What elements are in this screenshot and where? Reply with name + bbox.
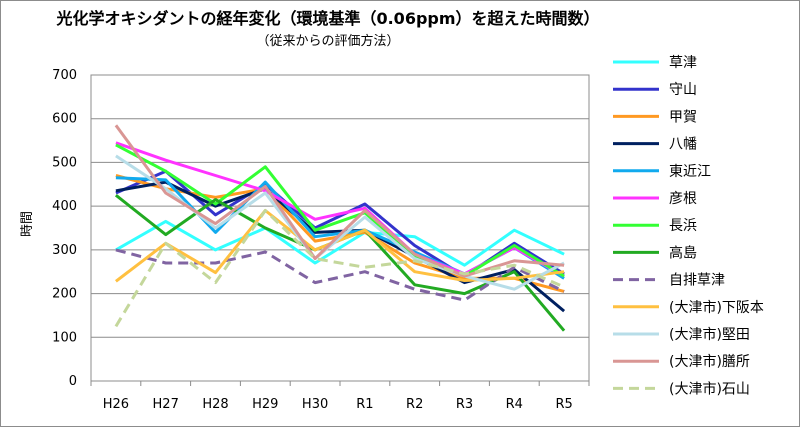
x-tick-label: H26 <box>103 397 129 412</box>
series-line <box>114 209 565 283</box>
x-tick-label: H29 <box>252 397 278 412</box>
x-tick-label: H28 <box>202 397 228 412</box>
chart-subtitle: （従来からの評価方法） <box>256 33 399 49</box>
y-tick-label: 400 <box>52 199 77 214</box>
plot-border <box>90 74 590 382</box>
series-line <box>114 209 565 328</box>
legend-label: 彦根 <box>669 191 697 207</box>
x-tick-label: R1 <box>356 397 373 412</box>
y-tick-label: 500 <box>52 155 77 170</box>
x-tick-label: H30 <box>302 397 328 412</box>
y-tick-label: 600 <box>52 112 77 127</box>
plot-area: 0 100 200 300 400 500 600 700 H26 H27 H28 H29 H30 R1 R… <box>52 68 590 412</box>
x-tick-label: R3 <box>456 397 473 412</box>
x-tick-label: R5 <box>555 397 572 412</box>
series-line <box>115 180 566 313</box>
series-line <box>115 219 565 267</box>
legend-label: 草津 <box>669 55 697 71</box>
series-line <box>115 143 565 278</box>
y-tick-label: 100 <box>52 330 77 345</box>
x-tick-label: H27 <box>153 397 179 412</box>
legend-label: 自排草津 <box>669 273 725 289</box>
y-tick-label: 300 <box>52 243 77 258</box>
x-tick-label: R2 <box>406 397 423 412</box>
chart-title: 光化学オキシダントの経年変化（環境基準（0.06ppm）を超えた時間数） <box>55 9 599 28</box>
legend-label: 高島 <box>669 244 697 261</box>
y-tick-label: 0 <box>69 374 77 389</box>
legend-label: (大津市)膳所 <box>669 353 750 370</box>
y-tick-label: 200 <box>52 287 77 302</box>
legend-label: (大津市)堅田 <box>669 326 750 343</box>
series-line <box>114 124 565 278</box>
x-tick-label: R4 <box>506 397 523 412</box>
legend-label: 守山 <box>669 82 697 98</box>
y-tick-label: 700 <box>52 68 77 83</box>
y-axis-title: 時間 <box>20 211 35 237</box>
legend-label: 八幡 <box>669 137 697 153</box>
legend-label: 東近江 <box>669 164 711 180</box>
legend-label: (大津市)石山 <box>669 380 750 397</box>
legend-label: 甲賀 <box>669 109 697 125</box>
legend-label: 長浜 <box>669 218 697 234</box>
legend-label: (大津市)下阪本 <box>669 299 764 316</box>
